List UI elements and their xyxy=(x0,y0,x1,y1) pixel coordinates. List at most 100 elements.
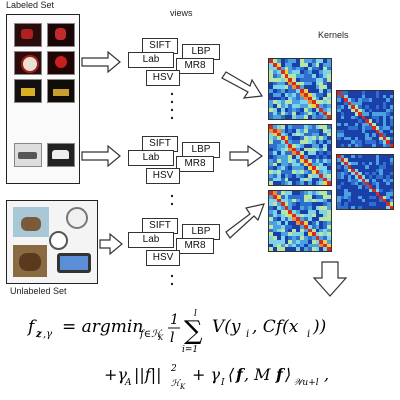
kernel-cell xyxy=(315,81,320,86)
kernel-cell xyxy=(272,66,277,71)
kernel-cell xyxy=(340,105,344,109)
kernel-cell xyxy=(379,205,383,209)
kernel-cell xyxy=(315,181,320,185)
kernel-cell xyxy=(319,191,324,195)
kernel-cell xyxy=(292,59,297,63)
kernel-cell xyxy=(292,191,297,195)
kernel-cell xyxy=(300,89,304,93)
kernel-cell xyxy=(288,177,293,182)
kernel-cell xyxy=(340,101,344,105)
kernel-cell xyxy=(347,178,351,182)
kernel-cell xyxy=(358,171,362,176)
kernel-cell xyxy=(280,81,285,86)
kernel-cell xyxy=(296,243,300,248)
kernel-cell xyxy=(361,115,365,119)
kernel-cell xyxy=(303,147,308,152)
kernel-cell xyxy=(296,217,300,221)
kernel-cell xyxy=(284,224,289,229)
kernel-cell xyxy=(269,224,273,229)
kernel-cell xyxy=(288,155,293,159)
kernel-cell xyxy=(319,243,324,248)
kernel-cell xyxy=(323,125,328,129)
kernel-cell xyxy=(296,170,300,174)
kernel-cell xyxy=(389,126,393,130)
kernel-cell xyxy=(269,170,273,174)
kernel-cell xyxy=(375,192,379,196)
kernel-cell xyxy=(372,129,376,133)
formula-line-2-svg: +γ A ||f|| 2 ℋ K + γ I ⟨ f , M f ⟩ 𝒲u+l … xyxy=(104,364,329,391)
kernel-cell xyxy=(361,155,365,159)
kernel-cell xyxy=(296,181,300,185)
kernel-cell xyxy=(296,62,300,67)
kernel-cell xyxy=(327,239,331,244)
kernel-cell xyxy=(347,136,351,140)
kernel-cell xyxy=(288,107,293,112)
kernel-cell xyxy=(358,158,362,162)
kernel-cell xyxy=(315,115,320,119)
kernel-cell xyxy=(280,100,285,104)
kernel-cell xyxy=(280,228,285,233)
kernel-cell xyxy=(351,188,355,193)
kernel-cell xyxy=(389,143,393,147)
kernel-cell xyxy=(269,92,273,97)
kernel-cell xyxy=(276,209,281,214)
kernel-cell xyxy=(375,205,379,209)
kernel-cell xyxy=(311,198,316,203)
kernel-cell xyxy=(300,96,304,101)
kernel-cell xyxy=(379,192,383,196)
kernel-cell xyxy=(358,143,362,147)
kernel-cell xyxy=(365,112,369,116)
kernel-cell xyxy=(300,236,304,240)
kernel-cell xyxy=(272,209,277,214)
kernel-cell xyxy=(386,161,390,166)
kernel-cell xyxy=(389,115,393,119)
kernel-cell xyxy=(361,91,365,95)
kernel-cell xyxy=(288,239,293,244)
objective-formula-line-1: f z ,γ = argmin f∈ℋ K 1 l l ∑ i=1 V(y i … xyxy=(22,306,394,355)
kernel-cell xyxy=(311,194,316,199)
kernel-cell xyxy=(292,115,297,119)
kernel-cell xyxy=(354,188,358,193)
image-thumbnail xyxy=(47,51,75,75)
kernel-cell xyxy=(327,177,331,182)
kernel-cell xyxy=(307,166,312,170)
kernel-cell xyxy=(307,115,312,119)
kernel-cell xyxy=(347,115,351,119)
kernel-cell xyxy=(280,147,285,152)
kernel-cell xyxy=(307,191,312,195)
kernel-cell xyxy=(323,62,328,67)
kernel-cell xyxy=(361,188,365,193)
kernel-cell xyxy=(354,119,358,123)
kernel-cell xyxy=(288,224,293,229)
kernel-cell xyxy=(354,101,358,105)
kernel-cell xyxy=(354,143,358,147)
kernel-cell xyxy=(372,195,376,199)
kernel-cell xyxy=(315,158,320,163)
kernel-cell xyxy=(347,188,351,193)
kernel-cell xyxy=(276,115,281,119)
kernel-cell xyxy=(354,185,358,189)
kernel-cell xyxy=(319,221,324,225)
kernel-cell xyxy=(327,115,331,119)
kernel-cell xyxy=(319,155,324,159)
kernel-cell xyxy=(280,224,285,229)
kernel-cell xyxy=(319,247,324,251)
kernel-cell xyxy=(358,161,362,166)
kernel-cell xyxy=(272,170,277,174)
kernel-cell xyxy=(358,165,362,169)
kernel-cell xyxy=(358,91,362,95)
kernel-cell xyxy=(269,85,273,89)
kernel-cell xyxy=(344,94,348,98)
image-thumbnail xyxy=(14,79,42,103)
kernel-cell xyxy=(351,115,355,119)
kernel-cell xyxy=(365,158,369,162)
kernel-cell xyxy=(347,168,351,172)
image-thumbnail xyxy=(14,143,42,167)
kernel-cell xyxy=(347,161,351,166)
kernel-cell xyxy=(382,115,386,119)
kernel-cell xyxy=(272,162,277,167)
kernel-cell xyxy=(276,181,281,185)
kernel-cell xyxy=(361,202,365,206)
kernel-cell xyxy=(272,136,277,140)
kernel-cell xyxy=(337,155,341,159)
